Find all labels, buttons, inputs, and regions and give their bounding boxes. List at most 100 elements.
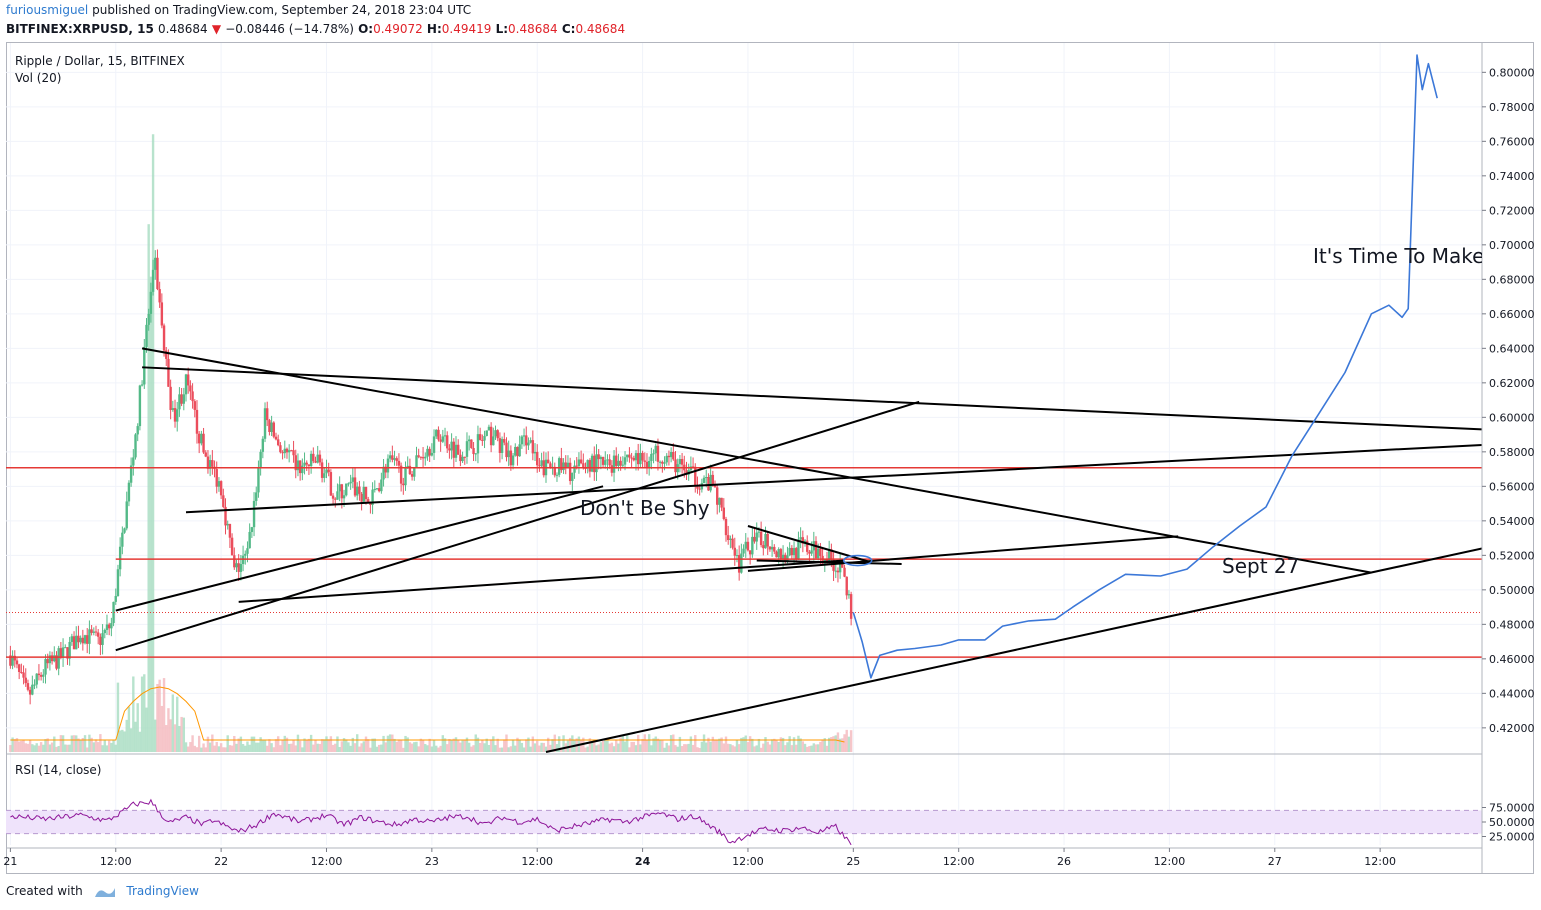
time-tick-label: 23 [425, 855, 439, 868]
volume-bar [698, 747, 701, 752]
candle-body [160, 302, 164, 326]
volume-bar [64, 744, 67, 752]
candle-body [456, 444, 460, 455]
volume-bar [421, 740, 425, 752]
volume-bar [399, 740, 403, 752]
candle-body [413, 467, 416, 477]
volume-bar [72, 735, 76, 752]
candle-body [702, 477, 706, 484]
candle-body [162, 325, 166, 351]
volume-bar [744, 735, 747, 752]
candle-body [836, 570, 840, 573]
candle-body [101, 633, 104, 645]
volume-bar [215, 741, 218, 752]
volume-bar [178, 725, 181, 752]
candle-body [443, 435, 447, 437]
candle-body [525, 435, 528, 446]
volume-bar [683, 744, 686, 752]
time-tick-label: 12:00 [521, 855, 553, 868]
candle-body [801, 537, 805, 544]
volume-bar [375, 746, 379, 752]
volume-bar [665, 742, 668, 752]
volume-bar [68, 744, 71, 752]
volume-bar [529, 746, 532, 752]
volume-bar [737, 744, 741, 752]
candle-body [446, 435, 449, 449]
price-tick-label: 0.76000 [1489, 135, 1535, 148]
volume-bar [261, 740, 265, 752]
price-tick-label: 0.68000 [1489, 273, 1535, 286]
volume-bar [753, 746, 756, 752]
price-tick-label: 0.46000 [1489, 653, 1535, 666]
candle-body [362, 486, 366, 502]
candle-body [566, 462, 570, 468]
candle-body [15, 660, 19, 665]
volume-bar [443, 738, 447, 752]
volume-bar [773, 738, 776, 752]
volume-bar [200, 747, 203, 752]
volume-bar [208, 742, 212, 752]
volume-bar [834, 735, 837, 752]
candle-body [731, 538, 734, 548]
volume-bar [57, 745, 60, 752]
candle-body [64, 647, 67, 649]
volume-bar [430, 746, 434, 752]
volume-bar [336, 736, 339, 752]
open-label: O: [358, 22, 374, 36]
volume-bar [222, 747, 225, 752]
candle-body [489, 426, 493, 446]
candle-body [849, 594, 853, 619]
volume-bar [283, 735, 286, 752]
candle-body [149, 291, 153, 314]
candle-body [751, 536, 754, 555]
volume-bar [604, 740, 607, 752]
price-tick-label: 0.80000 [1489, 66, 1535, 79]
volume-bar [544, 746, 548, 752]
candle-body [647, 460, 651, 468]
tradingview-link[interactable]: TradingView [126, 884, 199, 898]
volume-bar [507, 747, 510, 752]
author-link[interactable]: furiousmiguel [6, 3, 89, 17]
volume-bar [500, 747, 504, 752]
volume-bar [827, 737, 831, 752]
volume-bar [551, 739, 554, 752]
volume-bar [568, 737, 572, 752]
volume-bar [562, 735, 565, 752]
volume-bar [48, 744, 52, 752]
volume-bar [294, 745, 297, 752]
candle-body [698, 488, 701, 490]
volume-bar [786, 742, 789, 752]
candle-body [419, 456, 423, 458]
volume-bar [669, 735, 673, 752]
volume-bar [742, 737, 745, 752]
volume-bar [816, 744, 820, 752]
volume-legend: Vol (20) [15, 71, 61, 85]
volume-bar [748, 736, 752, 752]
candle-body [307, 464, 311, 467]
candle-body [318, 454, 322, 463]
candle-body [182, 394, 186, 404]
volume-bar [667, 745, 671, 752]
volume-bar [729, 744, 732, 752]
volume-bar [656, 738, 660, 752]
candle-body [55, 655, 58, 669]
candle-body [448, 448, 451, 451]
volume-bar [454, 737, 458, 752]
volume-bar [843, 734, 846, 752]
candle-body [639, 452, 642, 465]
volume-bar [751, 738, 754, 752]
candle-body [165, 350, 168, 359]
candle-body [358, 486, 361, 494]
candle-body [140, 384, 144, 386]
volume-bar [145, 707, 148, 752]
volume-bar [759, 747, 763, 752]
candle-body [17, 664, 21, 672]
candle-body [841, 562, 844, 568]
volume-bar [663, 747, 666, 752]
volume-bar [303, 738, 306, 752]
volume-bar [33, 745, 36, 752]
volume-bar [533, 743, 537, 752]
volume-bar [830, 737, 833, 752]
candle-body [371, 489, 374, 505]
